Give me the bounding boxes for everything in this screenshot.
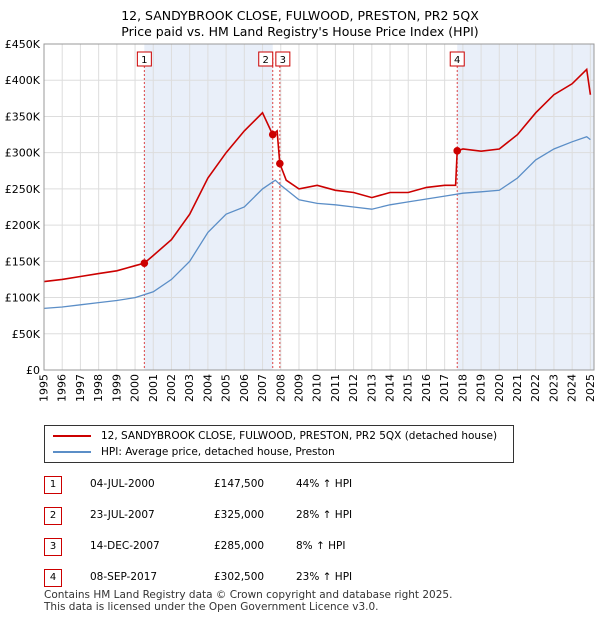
sale-badge-2 (258, 51, 274, 67)
x-tick-label: 2010 (311, 374, 324, 402)
sale-badge-3 (275, 51, 291, 67)
legend-item-hpi: HPI: Average price, detached house, Pres… (53, 444, 335, 460)
sale-price: £325,000 (214, 509, 265, 521)
sale-number-badge: 2 (44, 507, 62, 525)
sale-hpi-change: 8% ↑ HPI (296, 540, 346, 552)
sale-price: £285,000 (214, 540, 265, 552)
x-tick-label: 2014 (384, 374, 397, 402)
legend-swatch-hpi (53, 451, 91, 453)
x-tick-label: 1999 (110, 374, 123, 402)
x-tick-label: 1996 (56, 374, 69, 402)
x-tick-label: 2015 (402, 374, 415, 402)
x-tick-label: 2024 (566, 374, 579, 402)
sale-row: 2 23-JUL-2007 £325,000 28% ↑ HPI (44, 503, 444, 534)
x-tick-label: 2011 (329, 374, 342, 402)
x-tick-label: 1995 (38, 374, 51, 402)
legend-label-property: 12, SANDYBROOK CLOSE, FULWOOD, PRESTON, … (101, 430, 498, 442)
sale-badge-label: 3 (280, 55, 286, 66)
y-tick-label: £400K (5, 74, 41, 87)
y-tick-label: £0 (26, 364, 40, 377)
sale-date: 14-DEC-2007 (90, 540, 160, 552)
y-tick-label: £300K (5, 147, 41, 160)
footer-copyright: Contains HM Land Registry data © Crown c… (44, 589, 453, 601)
sale-hpi-change: 23% ↑ HPI (296, 571, 353, 583)
x-tick-label: 2005 (220, 374, 233, 402)
sale-row: 3 14-DEC-2007 £285,000 8% ↑ HPI (44, 534, 444, 565)
y-tick-label: £50K (12, 328, 41, 341)
x-tick-label: 2025 (584, 374, 597, 402)
ownership-shade-1 (144, 44, 273, 370)
x-tick-label: 2022 (529, 374, 542, 402)
legend: 12, SANDYBROOK CLOSE, FULWOOD, PRESTON, … (44, 425, 514, 463)
sales-table: 1 04-JUL-2000 £147,500 44% ↑ HPI 2 23-JU… (44, 472, 444, 596)
y-tick-label: £150K (5, 255, 41, 268)
sale-date: 04-JUL-2000 (90, 478, 155, 490)
x-tick-label: 2020 (493, 374, 506, 402)
sale-badge-label: 1 (141, 55, 147, 66)
sale-number-badge: 4 (44, 569, 62, 587)
x-tick-label: 1998 (92, 374, 105, 402)
footer-notice: Contains HM Land Registry data © Crown c… (44, 589, 452, 613)
sale-number-badge: 1 (44, 476, 62, 494)
x-tick-label: 2017 (438, 374, 451, 402)
sale-point-2 (268, 130, 277, 139)
footer-licence: This data is licensed under the Open Gov… (44, 601, 379, 613)
x-tick-label: 2006 (238, 374, 251, 402)
sale-date: 08-SEP-2017 (90, 571, 158, 583)
sale-point-1 (140, 259, 149, 267)
x-tick-label: 2004 (201, 374, 214, 402)
series-hpi-line (43, 135, 591, 310)
y-tick-label: £450K (5, 38, 41, 51)
x-tick-label: 2003 (183, 374, 196, 402)
sale-number-badge: 3 (44, 538, 62, 556)
price-chart: £0 £50K £100K £150K £200K £250K £300K £350K £400… (5, 38, 597, 402)
sale-price: £302,500 (214, 571, 265, 583)
legend-label-hpi: HPI: Average price, detached house, Pres… (101, 446, 335, 458)
y-tick-label: £100K (5, 292, 41, 305)
chart-title-line2: Price paid vs. HM Land Registry's House … (121, 24, 479, 39)
x-tick-label: 2009 (292, 374, 305, 402)
x-tick-label: 2013 (365, 374, 378, 402)
x-tick-label: 2007 (256, 374, 269, 402)
x-tick-label: 2021 (511, 374, 524, 402)
y-tick-label: £350K (5, 110, 41, 123)
sale-hpi-change: 28% ↑ HPI (296, 509, 353, 521)
legend-swatch-property (53, 435, 91, 437)
x-tick-label: 2000 (129, 374, 142, 402)
sale-row: 4 08-SEP-2017 £302,500 23% ↑ HPI (44, 565, 444, 596)
x-tick-label: 2002 (165, 374, 178, 402)
x-tick-label: 2018 (456, 374, 469, 402)
plot-frame (43, 43, 595, 371)
x-tick-label: 2008 (274, 374, 287, 402)
y-tick-label: £200K (5, 219, 41, 232)
sale-row: 1 04-JUL-2000 £147,500 44% ↑ HPI (44, 472, 444, 503)
sale-badge-4 (449, 51, 465, 67)
legend-item-property: 12, SANDYBROOK CLOSE, FULWOOD, PRESTON, … (53, 428, 497, 444)
sale-point-4 (453, 147, 462, 155)
chart-title-line1: 12, SANDYBROOK CLOSE, FULWOOD, PRESTON, … (121, 8, 479, 23)
sale-price: £147,500 (214, 478, 265, 490)
ownership-shade-2 (457, 44, 594, 370)
sale-point-3 (276, 159, 284, 168)
sale-date: 23-JUL-2007 (90, 509, 155, 521)
sale-hpi-change: 44% ↑ HPI (296, 478, 353, 490)
x-tick-label: 2019 (475, 374, 488, 402)
x-tick-label: 1997 (74, 374, 87, 402)
sale-badge-1 (136, 51, 152, 67)
x-tick-label: 2016 (420, 374, 433, 402)
sale-badge-label: 2 (263, 55, 269, 66)
x-tick-label: 2001 (147, 374, 160, 402)
y-tick-label: £250K (5, 183, 41, 196)
sale-badge-label: 4 (454, 55, 460, 66)
x-tick-label: 2012 (347, 374, 360, 402)
x-tick-label: 2023 (547, 374, 560, 402)
